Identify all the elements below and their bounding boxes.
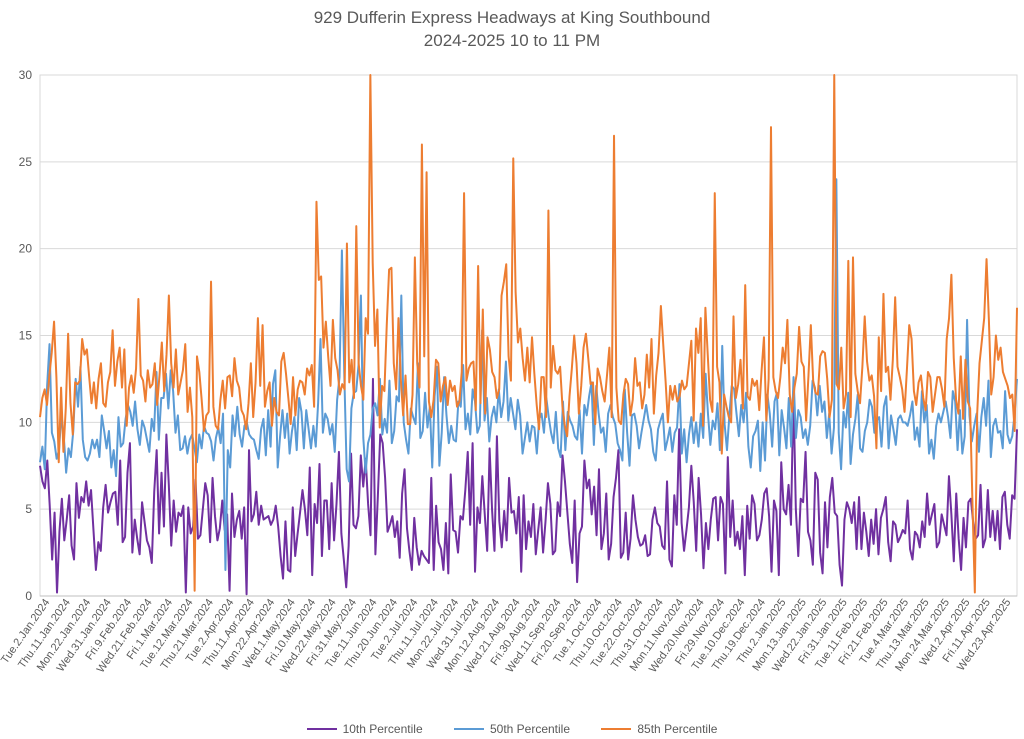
legend-item-85th: 85th Percentile: [601, 722, 717, 736]
chart-title: 929 Dufferin Express Headways at King So…: [313, 8, 711, 27]
y-tick-label: 10: [19, 415, 33, 429]
y-tick-label: 5: [25, 502, 32, 516]
legend-swatch-85th: [601, 728, 632, 730]
series-line-85th: [39, 74, 1018, 594]
series-line-10th: [39, 377, 1018, 596]
y-tick-label: 20: [19, 242, 33, 256]
data-series: [39, 74, 1018, 596]
y-tick-label: 25: [19, 155, 33, 169]
chart-title-block: 929 Dufferin Express Headways at King So…: [0, 6, 1024, 52]
y-tick-label: 15: [19, 329, 33, 343]
legend-label-10th: 10th Percentile: [342, 722, 423, 736]
legend-swatch-50th: [453, 728, 484, 730]
legend-swatch-10th: [306, 728, 337, 730]
gridlines: [40, 74, 1017, 597]
series-line-50th: [39, 178, 1018, 571]
y-tick-label: 0: [25, 589, 32, 603]
x-tick-labels: Tue.2.Jan.2024Thu.11.Jan.2024Mon.22.Jan.…: [0, 597, 1013, 676]
y-tick-label: 30: [19, 68, 33, 82]
legend-label-85th: 85th Percentile: [637, 722, 718, 736]
y-tick-labels: 0 5 10 15 20 25 30: [19, 68, 33, 603]
legend-item-10th: 10th Percentile: [306, 722, 423, 736]
legend: 10th Percentile 50th Percentile 85th Per…: [0, 719, 1024, 736]
legend-item-50th: 50th Percentile: [453, 722, 571, 736]
legend-label-50th: 50th Percentile: [489, 722, 571, 736]
chart-subtitle: 2024-2025 10 to 11 PM: [423, 31, 601, 50]
